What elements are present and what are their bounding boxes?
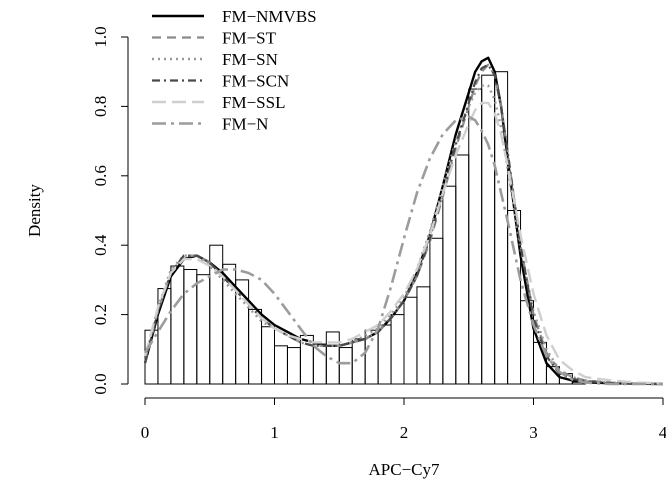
legend-label: FM−SN: [222, 50, 278, 69]
histogram-bar: [338, 347, 353, 385]
x-tick-label: 3: [529, 423, 538, 442]
density-curve: [143, 56, 664, 386]
x-axis-label: APC−Cy7: [369, 460, 440, 479]
histogram-bar: [183, 268, 198, 385]
histogram-bar: [481, 74, 496, 385]
legend-label: FM−N: [222, 115, 268, 134]
histogram-bar: [325, 331, 340, 385]
legend-label: FM−ST: [222, 29, 277, 48]
y-tick-label: 0.4: [91, 234, 110, 256]
legend-label: FM−NMVBS: [222, 7, 317, 26]
x-tick-label: 2: [400, 423, 409, 442]
histogram-bar: [390, 314, 405, 385]
y-tick-label: 0.2: [91, 304, 110, 325]
x-tick-label: 4: [659, 423, 666, 442]
histogram-bar: [261, 326, 275, 385]
y-tick-label: 0.6: [91, 165, 110, 186]
histogram-bar: [429, 237, 444, 385]
histogram-bar: [274, 345, 288, 385]
density-curves: [143, 56, 664, 386]
y-tick-label: 1.0: [91, 26, 110, 47]
histogram-bar: [286, 347, 301, 385]
y-axis-label: Density: [25, 184, 44, 237]
x-tick-label: 0: [141, 423, 150, 442]
y-tick-label: 0.0: [91, 373, 110, 394]
histogram-bar: [455, 154, 470, 385]
histogram: [144, 71, 586, 385]
legend-label: FM−SCN: [222, 72, 289, 91]
histogram-bar: [351, 338, 366, 385]
histogram-bar: [377, 324, 392, 385]
histogram-bar: [196, 274, 211, 385]
legend-label: FM−SSL: [222, 93, 285, 112]
histogram-bar: [442, 185, 457, 385]
y-tick-label: 0.8: [91, 96, 110, 117]
density-curve: [143, 101, 664, 385]
axes: [127, 37, 663, 399]
histogram-bar: [416, 286, 431, 385]
x-tick-label: 1: [270, 423, 279, 442]
histogram-bar: [170, 265, 185, 385]
histogram-bar: [403, 296, 418, 385]
histogram-bar: [468, 88, 483, 385]
legend: FM−NMVBS FM−ST FM−SN FM−SCN FM−SSL FM−N: [152, 7, 317, 134]
x-ticks: 0 1 2 3 4: [141, 398, 666, 442]
density-curve: [143, 84, 664, 386]
y-ticks: 0.0 0.2 0.4 0.6 0.8 1.0: [91, 26, 128, 395]
